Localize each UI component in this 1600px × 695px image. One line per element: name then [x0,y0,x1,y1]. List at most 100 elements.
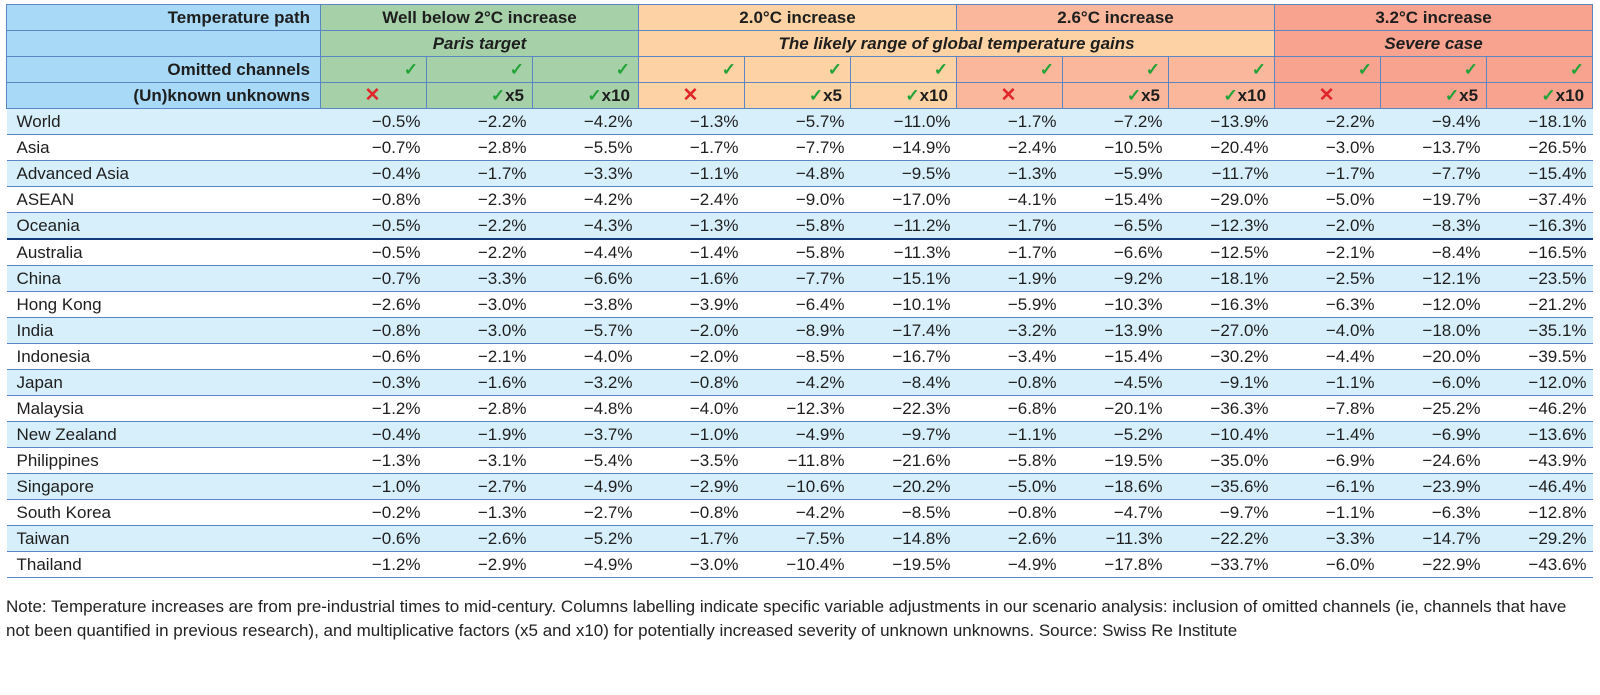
value-cell: −29.2% [1486,525,1593,552]
value-cell: −7.7% [744,265,851,292]
value-cell: −8.4% [850,369,957,396]
value-cell: −10.5% [1062,134,1169,161]
value-cell: −2.6% [956,525,1063,552]
table-row: New Zealand −0.4% −1.9% −3.7% −1.0% −4.9% −9.7… [6,421,1593,448]
region-label: New Zealand [6,421,321,448]
value-cell: −4.0% [638,395,745,422]
value-cell: −1.4% [638,239,745,266]
value-cell: −4.0% [1274,317,1381,344]
value-cell: −20.0% [1380,343,1487,370]
region-label: Indonesia [6,343,321,370]
temperature-path-label: Temperature path [6,4,321,31]
subtitle-paris-target: Paris target [320,30,639,57]
unknown-unknowns-cell: ✓x5 [1380,82,1488,109]
value-cell: −1.7% [956,239,1063,266]
check-icon: ✓ [1444,86,1460,105]
value-cell: −16.7% [850,343,957,370]
value-cell: −2.4% [956,134,1063,161]
region-label: Australia [6,239,321,266]
value-cell: −2.9% [426,551,533,578]
region-label: Malaysia [6,395,321,422]
value-cell: −4.0% [532,343,639,370]
value-cell: −5.2% [1062,421,1169,448]
value-cell: −13.9% [1168,108,1275,135]
value-cell: −7.7% [1380,160,1487,187]
value-cell: −8.5% [744,343,851,370]
check-icon: ✓ [509,60,524,79]
value-cell: −2.2% [1274,108,1381,135]
omitted-channels-cell: ✓ [1062,56,1170,83]
table-row: Australia −0.5% −2.2% −4.4% −1.4% −5.8% −11.3%… [6,239,1593,266]
value-cell: −3.5% [638,447,745,474]
table-row: World −0.5% −2.2% −4.2% −1.3% −5.7% −11.0% −1.7… [6,108,1593,135]
table-row: Advanced Asia −0.4% −1.7% −3.3% −1.1% −4.8% −9… [6,160,1593,187]
value-cell: −13.6% [1486,421,1593,448]
value-cell: −1.7% [956,108,1063,135]
value-cell: −0.8% [638,369,745,396]
value-cell: −1.1% [1274,499,1381,526]
value-cell: −4.5% [1062,369,1169,396]
value-cell: −4.2% [532,108,639,135]
value-cell: −5.8% [744,212,851,240]
value-cell: −3.0% [426,291,533,318]
table-row: Philippines −1.3% −3.1% −5.4% −3.5% −11.8% −21… [6,447,1593,474]
value-cell: −6.1% [1274,473,1381,500]
value-cell: −1.6% [638,265,745,292]
value-cell: −1.1% [1274,369,1381,396]
region-label: South Korea [6,499,321,526]
subtitle-row-label [6,30,321,57]
value-cell: −4.8% [744,160,851,187]
value-cell: −0.2% [320,499,427,526]
value-cell: −1.9% [956,265,1063,292]
value-cell: −2.8% [426,395,533,422]
severity-factor: x5 [505,86,524,105]
region-label: Advanced Asia [6,160,321,187]
omitted-channels-cell: ✓ [1168,56,1276,83]
region-label: Singapore [6,473,321,500]
value-cell: −20.1% [1062,395,1169,422]
table-row: Taiwan −0.6% −2.6% −5.2% −1.7% −7.5% −14.8% −2.… [6,525,1593,552]
check-icon: ✓ [403,60,418,79]
severity-factor: x10 [1237,86,1267,105]
unknown-unknowns-cell: ✕ [1274,82,1382,109]
value-cell: −35.6% [1168,473,1275,500]
omitted-channels-cell: ✓ [956,56,1064,83]
value-cell: −2.4% [638,186,745,213]
check-icon: ✓ [615,60,630,79]
value-cell: −6.8% [956,395,1063,422]
unknown-unknowns-cell: ✓x10 [532,82,639,109]
value-cell: −22.2% [1168,525,1275,552]
value-cell: −3.2% [532,369,639,396]
value-cell: −6.3% [1274,291,1381,318]
value-cell: −46.4% [1486,473,1593,500]
cross-icon: ✕ [1000,85,1017,106]
value-cell: −0.5% [320,108,427,135]
region-label: Japan [6,369,321,396]
omitted-channels-row: Omitted channels ✓ ✓ ✓ ✓ ✓ ✓ ✓ ✓ ✓ ✓ ✓ ✓ [6,56,1594,83]
check-icon: ✓ [1569,60,1585,79]
value-cell: −10.3% [1062,291,1169,318]
value-cell: −5.0% [956,473,1063,500]
value-cell: −11.3% [850,239,957,266]
value-cell: −0.8% [320,317,427,344]
unknown-unknowns-cell: ✕ [956,82,1064,109]
value-cell: −36.3% [1168,395,1275,422]
severity-factor: x5 [1459,86,1479,105]
value-cell: −3.3% [532,160,639,187]
value-cell: −33.7% [1168,551,1275,578]
value-cell: −2.7% [532,499,639,526]
value-cell: −4.4% [1274,343,1381,370]
omitted-channels-label: Omitted channels [6,56,321,83]
value-cell: −20.4% [1168,134,1275,161]
value-cell: −12.1% [1380,265,1487,292]
value-cell: −12.5% [1168,239,1275,266]
value-cell: −11.3% [1062,525,1169,552]
value-cell: −0.8% [956,499,1063,526]
value-cell: −7.2% [1062,108,1169,135]
region-label: Thailand [6,551,321,578]
value-cell: −24.6% [1380,447,1487,474]
check-icon: ✓ [905,86,920,105]
value-cell: −1.2% [320,551,427,578]
value-cell: −5.2% [532,525,639,552]
value-cell: −1.1% [956,421,1063,448]
